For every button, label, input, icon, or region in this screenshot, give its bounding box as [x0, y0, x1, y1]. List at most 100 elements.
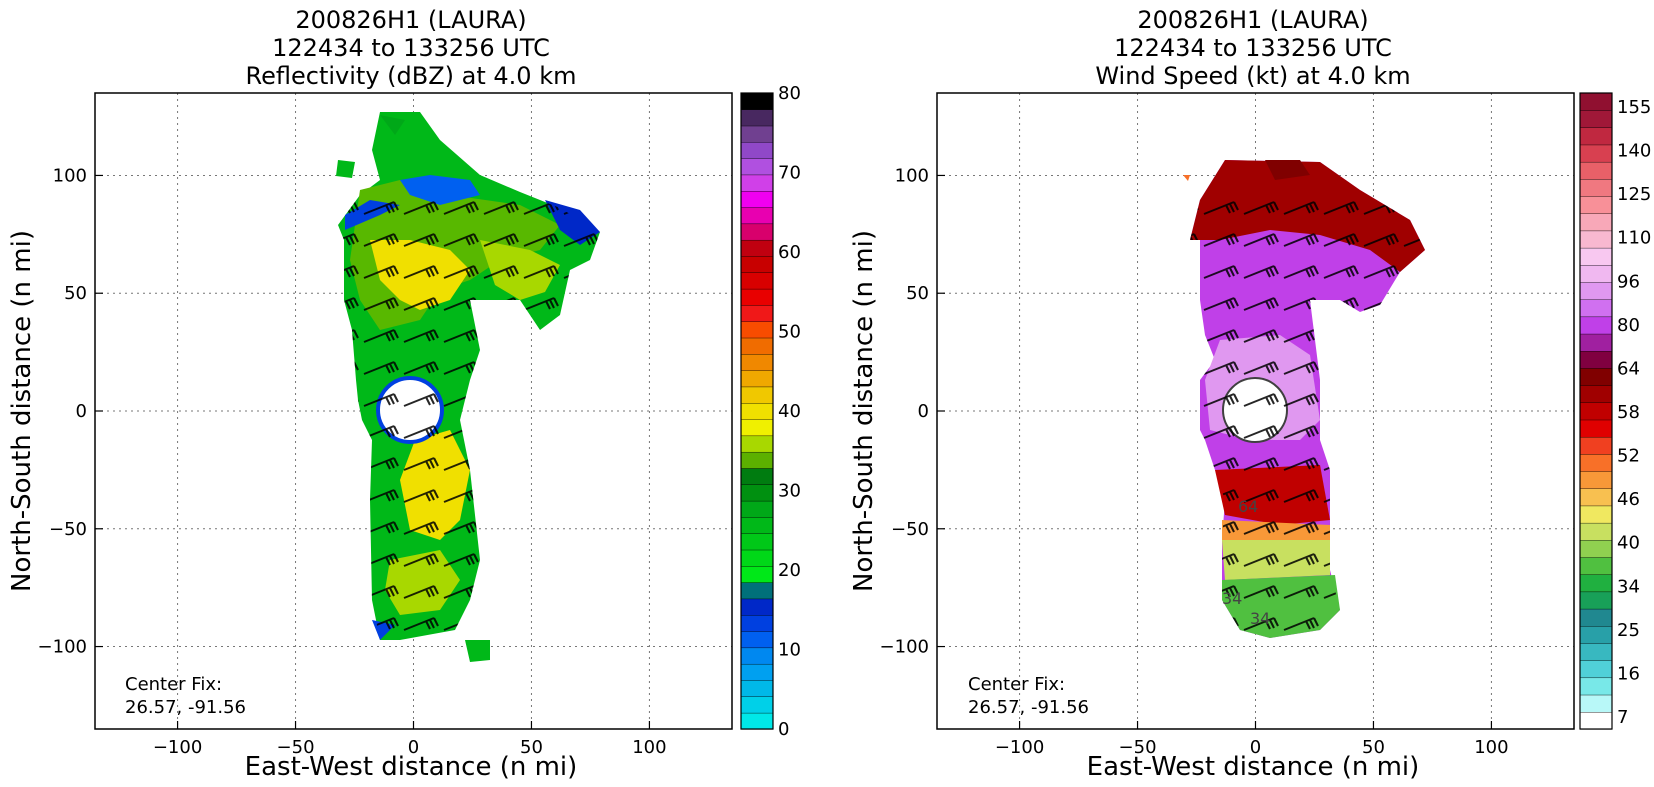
colorbar-swatch	[740, 125, 774, 143]
colorbar-swatch	[1579, 195, 1613, 214]
colorbar-swatch	[740, 630, 774, 649]
colorbar-frame	[1579, 92, 1613, 730]
colorbar-swatch	[1579, 247, 1613, 266]
colorbar-tick-label: 10	[778, 640, 801, 661]
colorbar-swatch	[1579, 264, 1613, 283]
colorbar-swatch	[1579, 144, 1613, 163]
colorbar-tick-label: 70	[778, 163, 801, 184]
colorbar-swatch	[740, 565, 774, 583]
colorbar-swatch	[1579, 505, 1613, 524]
colorbar-swatch	[740, 712, 774, 730]
colorbar-swatch	[1579, 591, 1613, 610]
y-tick-label: 50	[906, 283, 929, 304]
y-tick-label: −50	[891, 519, 929, 540]
colorbar-swatch	[1579, 127, 1613, 146]
y-tick-label: −100	[38, 637, 87, 658]
colorbar-tick-label: 110	[1617, 228, 1651, 249]
y-axis-ticks: −100 −50 0 50 100	[38, 165, 103, 658]
x-tick-label: 0	[408, 737, 419, 758]
colorbar-swatch	[1579, 711, 1613, 730]
colorbar-tick-label: 16	[1617, 663, 1640, 684]
colorbar-tick-label: 25	[1617, 620, 1640, 641]
y-axis-label: North-South distance (n mi)	[849, 230, 879, 592]
colorbar-swatch	[740, 451, 774, 469]
panel-title-line-1: 200826H1 (LAURA)	[1137, 6, 1368, 34]
x-tick-label: −50	[277, 737, 315, 758]
colorbar-swatch	[1579, 178, 1613, 197]
colorbar-swatch	[740, 533, 774, 551]
colorbar-swatch	[1579, 299, 1613, 318]
colorbar-swatch	[740, 255, 774, 273]
colorbar-swatch	[740, 353, 774, 371]
colorbar-tick-label: 80	[1617, 315, 1640, 336]
panel-title-line-3: Wind Speed (kt) at 4.0 km	[1095, 62, 1410, 90]
colorbar-swatch	[1579, 660, 1613, 679]
y-tick-label: 50	[64, 283, 87, 304]
colorbar-swatch	[1579, 281, 1613, 300]
colorbar-swatch	[740, 288, 774, 306]
colorbar-swatch	[740, 582, 774, 600]
colorbar-swatch	[1579, 556, 1613, 575]
colorbar-swatch	[1579, 350, 1613, 369]
colorbar-frame	[740, 92, 774, 730]
x-axis-label: East-West distance (n mi)	[245, 752, 578, 782]
center-fix-label: Center Fix:	[125, 674, 222, 695]
x-tick-label: 0	[1250, 737, 1261, 758]
colorbar-swatch	[740, 386, 774, 404]
colorbar-swatch	[740, 272, 774, 290]
colorbar-tick-label: 140	[1617, 141, 1651, 162]
colorbar-swatch	[740, 304, 774, 322]
colorbar-swatch	[1579, 453, 1613, 472]
colorbar-swatch	[1579, 574, 1613, 593]
colorbar-swatch	[740, 239, 774, 257]
colorbar-swatch	[1579, 436, 1613, 455]
y-tick-label: 100	[53, 165, 87, 186]
colorbar-swatch	[740, 174, 774, 192]
y-tick-label: 0	[76, 401, 87, 422]
colorbar-swatch	[1579, 92, 1613, 111]
center-fix-label: Center Fix:	[968, 674, 1065, 695]
colorbar-tick-label: 50	[778, 322, 801, 343]
center-fix-value: 26.57, -91.56	[968, 697, 1089, 718]
colorbar-swatch	[1579, 539, 1613, 558]
colorbar-tick-label: 46	[1617, 489, 1640, 510]
colorbar-swatch	[740, 696, 774, 714]
colorbar-swatch	[740, 663, 774, 681]
colorbar-swatch	[740, 190, 774, 208]
wind-speed-plot-area: 64 34 34 −100 −50 0 50 100 −100 −50 0 50 100 Cen…	[880, 92, 1575, 758]
panel-title-line-2: 122434 to 133256 UTC	[272, 34, 550, 62]
colorbar-swatch	[740, 679, 774, 697]
colorbar-tick-label: 40	[778, 401, 801, 422]
colorbar-tick-label: 58	[1617, 402, 1640, 423]
colorbar-tick-label: 20	[778, 560, 801, 581]
colorbar-swatch	[740, 435, 774, 453]
reflectivity-colorbar: 0 10 20 30 40 50 60 70 80	[740, 83, 801, 740]
colorbar-swatch	[1579, 213, 1613, 232]
y-tick-label: 0	[918, 401, 929, 422]
colorbar-tick-label: 125	[1617, 184, 1651, 205]
contour-label-34-a: 34	[1222, 589, 1242, 608]
colorbar-swatch	[740, 92, 774, 110]
colorbar-swatch	[1579, 161, 1613, 180]
colorbar-tick-label: 80	[778, 83, 801, 104]
x-axis-ticks: −100 −50 0 50 100	[995, 721, 1509, 758]
colorbar-swatch	[1579, 694, 1613, 713]
colorbar-tick-label: 0	[778, 719, 789, 740]
panel-title-line-1: 200826H1 (LAURA)	[295, 6, 526, 34]
colorbar-swatch	[1579, 642, 1613, 661]
colorbar-swatch	[740, 598, 774, 616]
colorbar-swatch	[1579, 470, 1613, 489]
colorbar-tick-label: 155	[1617, 97, 1651, 118]
wind-speed-colorbar: 7 16 25 34 40 46 52 58 64 80 96 110 125 140 155	[1579, 92, 1651, 730]
y-tick-label: −50	[49, 519, 87, 540]
colorbar-swatch	[1579, 385, 1613, 404]
colorbar-swatch	[1579, 608, 1613, 627]
colorbar-swatch	[740, 321, 774, 339]
colorbar-swatch	[740, 206, 774, 225]
colorbar-swatch	[740, 223, 774, 241]
colorbar-swatch	[740, 141, 774, 159]
colorbar-swatch	[1579, 677, 1613, 696]
x-tick-label: −100	[995, 737, 1044, 758]
panel-title-line-3: Reflectivity (dBZ) at 4.0 km	[246, 62, 577, 90]
